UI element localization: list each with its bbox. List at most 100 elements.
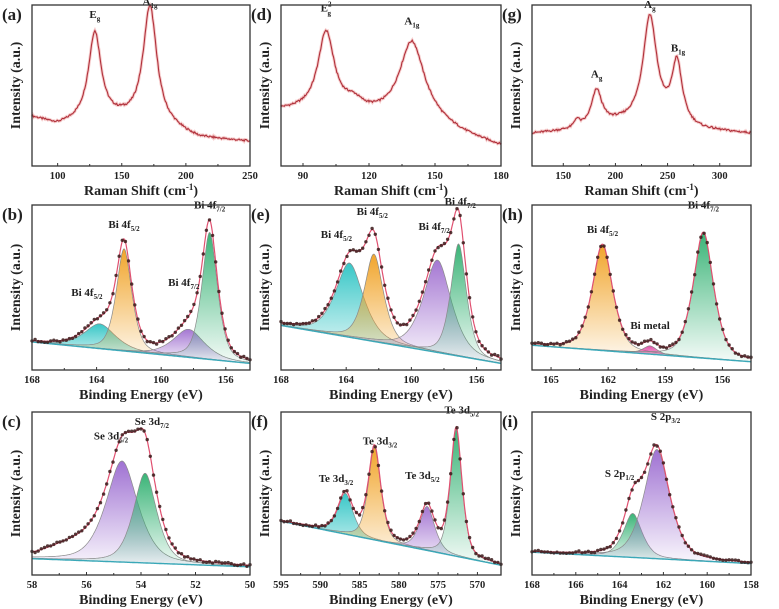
data-point — [739, 354, 744, 359]
data-point — [461, 492, 465, 496]
data-point — [655, 342, 659, 346]
data-point — [636, 342, 641, 347]
peak-label: Eg — [89, 9, 100, 23]
data-point — [189, 309, 193, 314]
data-point — [608, 545, 612, 549]
data-point — [364, 493, 368, 497]
background-line — [280, 520, 502, 566]
data-point — [179, 323, 184, 327]
data-point — [474, 551, 478, 556]
data-point — [493, 560, 497, 564]
plot-frame — [280, 4, 502, 167]
data-point — [549, 341, 553, 346]
data-point — [733, 558, 738, 562]
panel-g: (g) Intensity (a.u.) Raman Shift (cm-1) 150… — [502, 0, 752, 199]
data-point — [430, 258, 434, 262]
plot-frame — [31, 4, 251, 167]
data-point — [345, 489, 349, 493]
data-point — [458, 213, 462, 218]
data-point — [192, 302, 196, 307]
data-point — [627, 496, 631, 501]
data-point — [176, 326, 181, 330]
x-axis-title: Binding Energy (eV) — [329, 593, 453, 608]
data-point — [617, 318, 622, 322]
data-point — [77, 331, 81, 336]
data-point — [198, 558, 202, 562]
data-point — [89, 518, 93, 522]
data-point — [436, 245, 440, 250]
data-point — [558, 343, 562, 347]
data-point — [714, 557, 719, 561]
plot-frame — [531, 204, 752, 371]
data-point — [536, 341, 540, 345]
peak-label: Te 3d3/2 — [363, 436, 398, 450]
data-point — [493, 352, 497, 357]
peak-label-sub: 5/2 — [470, 411, 479, 419]
data-point — [661, 461, 666, 465]
data-point — [170, 334, 174, 338]
data-point — [442, 518, 447, 522]
peak-label-sub: 1g — [150, 2, 158, 10]
data-point — [142, 334, 146, 339]
data-point — [624, 508, 628, 512]
peak-label-sub: 5/2 — [609, 230, 618, 238]
data-point — [64, 538, 69, 542]
data-point — [702, 553, 706, 557]
data-point — [151, 473, 156, 477]
data-point — [98, 314, 103, 318]
data-point — [533, 341, 537, 345]
data-point — [101, 492, 106, 496]
data-point — [561, 341, 565, 346]
data-point — [589, 550, 594, 555]
data-point — [223, 327, 227, 331]
data-point — [611, 541, 615, 545]
data-point — [80, 529, 84, 533]
x-tick-label: 168 — [524, 580, 540, 591]
data-point — [414, 308, 418, 312]
data-point — [33, 337, 37, 342]
data-point — [721, 558, 725, 562]
data-point — [42, 545, 47, 550]
data-point — [164, 527, 168, 532]
data-point — [345, 254, 349, 259]
data-point — [452, 437, 456, 442]
data-point — [83, 525, 87, 529]
data-point — [145, 339, 149, 344]
data-point — [642, 339, 647, 343]
data-point — [542, 550, 547, 554]
data-point — [736, 558, 741, 563]
data-point — [182, 555, 187, 559]
x-axis-title: Raman Shift (cm-1) — [84, 182, 198, 199]
data-point — [361, 505, 365, 510]
peak-label-sub: 1g — [678, 49, 686, 57]
x-tick-label: 50 — [245, 580, 256, 591]
data-point — [668, 344, 672, 348]
data-point — [680, 330, 684, 334]
data-point — [427, 501, 431, 505]
data-point — [73, 334, 78, 339]
data-point — [120, 238, 125, 242]
data-point — [652, 340, 656, 345]
data-point — [599, 547, 603, 552]
panel-label: (a) — [2, 5, 22, 24]
peak-label-sub: 5/2 — [431, 476, 440, 484]
data-point — [445, 500, 450, 504]
data-point — [223, 561, 227, 565]
spectrum-line — [531, 14, 752, 135]
data-point — [207, 218, 212, 222]
data-point — [348, 498, 352, 502]
data-point — [420, 509, 425, 514]
data-point — [536, 548, 540, 553]
data-point — [602, 547, 606, 551]
plot-frame — [280, 204, 502, 371]
x-tick-label: 156 — [715, 375, 731, 386]
data-point — [195, 291, 199, 295]
data-point — [232, 563, 237, 567]
data-point — [348, 248, 352, 253]
x-axis-title: Binding Energy (eV) — [79, 593, 203, 608]
data-point — [533, 549, 537, 553]
x-axis-title-tail: ) — [443, 184, 448, 199]
data-point — [718, 317, 722, 321]
data-point — [580, 551, 584, 555]
data-point — [602, 244, 606, 248]
